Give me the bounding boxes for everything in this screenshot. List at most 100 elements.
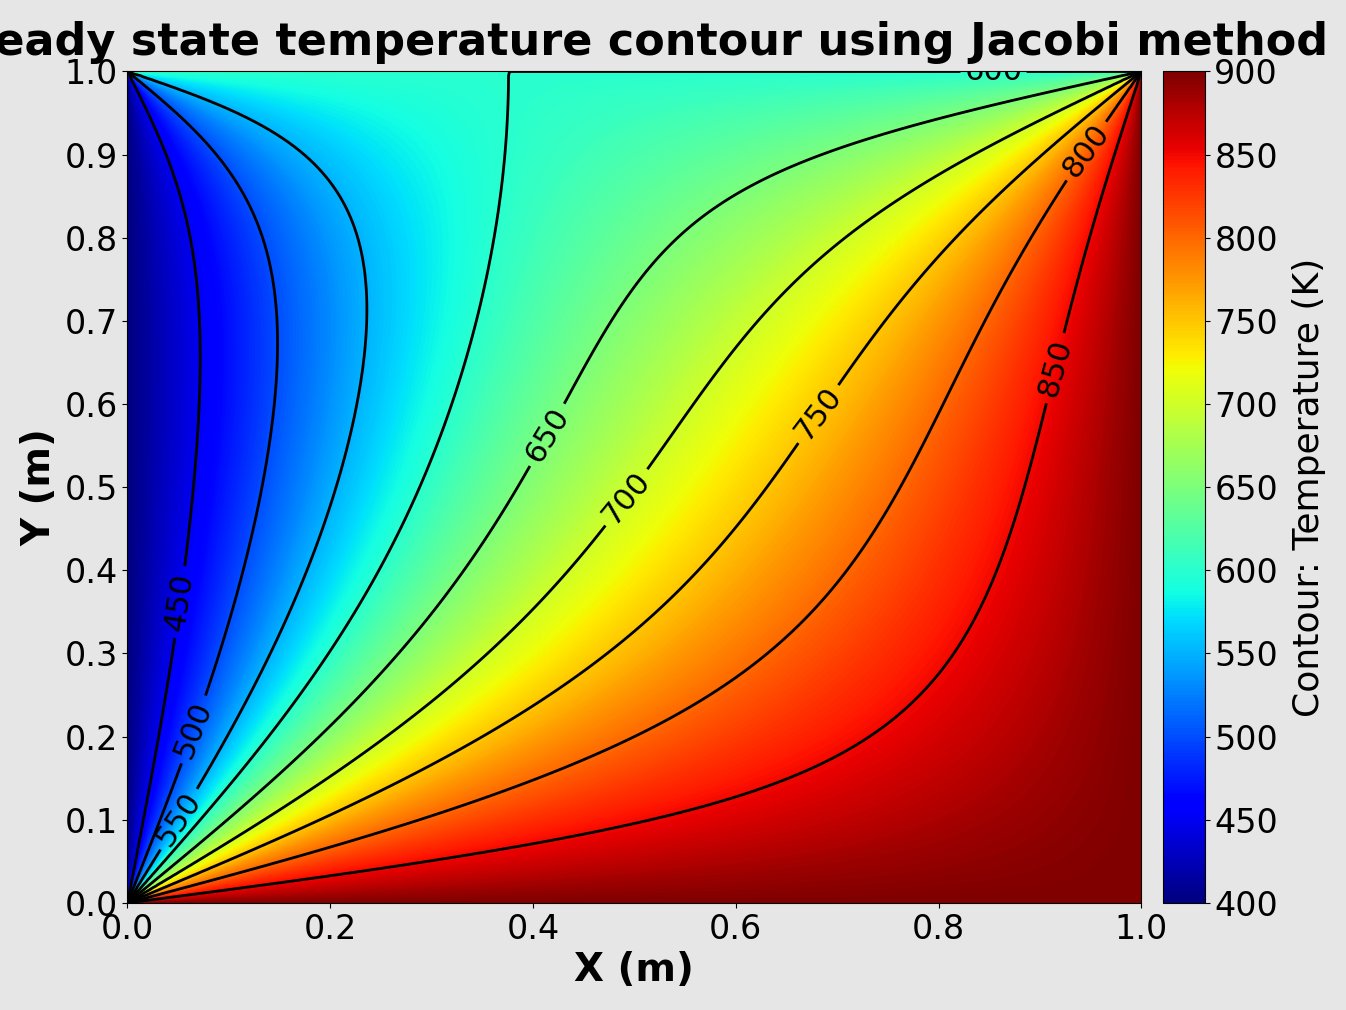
Point (117, 895, 139, 911)
Point (117, 895, 139, 911)
Point (117, 895, 139, 911)
Point (117, 895, 139, 911)
Point (117, 895, 139, 911)
Title: Steady state temperature contour using Jacobi method: Steady state temperature contour using J… (0, 21, 1329, 64)
Point (117, 895, 139, 911)
Point (117, 895, 139, 911)
Point (117, 895, 139, 911)
Point (117, 895, 139, 911)
Point (117, 895, 139, 911)
Point (117, 895, 139, 911)
Text: 600: 600 (965, 57, 1023, 86)
Point (117, 895, 139, 911)
Point (117, 895, 139, 911)
Point (117, 895, 139, 911)
Point (117, 895, 139, 911)
Point (117, 895, 139, 911)
Point (117, 895, 139, 911)
Point (117, 895, 139, 911)
Point (117, 895, 139, 911)
Point (117, 895, 139, 911)
Point (117, 895, 139, 911)
Point (117, 895, 139, 911)
Point (117, 895, 139, 911)
Point (117, 895, 139, 911)
Point (117, 895, 139, 911)
Point (117, 895, 139, 911)
Point (117, 895, 139, 911)
Point (117, 895, 139, 911)
Point (117, 895, 139, 911)
Point (117, 895, 139, 911)
Point (117, 895, 139, 911)
Point (117, 895, 139, 911)
Point (117, 895, 139, 911)
Point (117, 895, 139, 911)
Point (117, 895, 139, 911)
Point (117, 895, 139, 911)
Point (117, 895, 139, 911)
Point (117, 895, 139, 911)
Point (117, 895, 139, 911)
Point (117, 895, 139, 911)
Point (117, 895, 139, 911)
Text: 750: 750 (789, 382, 848, 446)
Point (117, 895, 139, 911)
Point (117, 895, 139, 911)
Point (117, 895, 139, 911)
Point (117, 895, 139, 911)
Point (117, 895, 139, 911)
Point (117, 895, 139, 911)
Point (117, 895, 139, 911)
Point (117, 895, 139, 911)
Point (117, 895, 139, 911)
Point (117, 895, 139, 911)
Point (117, 895, 139, 911)
Point (117, 895, 139, 911)
Point (117, 895, 139, 911)
Point (117, 895, 139, 911)
Point (117, 895, 139, 911)
Point (117, 895, 139, 911)
Text: 850: 850 (1034, 336, 1077, 400)
Point (117, 895, 139, 911)
Point (117, 895, 139, 911)
Point (117, 895, 139, 911)
Point (117, 895, 139, 911)
Point (117, 895, 139, 911)
Point (117, 895, 139, 911)
Point (117, 895, 139, 911)
Point (117, 895, 139, 911)
Point (117, 895, 139, 911)
Point (117, 895, 139, 911)
Point (117, 895, 139, 911)
Point (117, 895, 139, 911)
Point (117, 895, 139, 911)
Point (117, 895, 139, 911)
Point (117, 895, 139, 911)
Point (117, 895, 139, 911)
Point (117, 895, 139, 911)
Point (117, 895, 139, 911)
Point (117, 895, 139, 911)
Point (117, 895, 139, 911)
Point (117, 895, 139, 911)
Point (117, 895, 139, 911)
Point (117, 895, 139, 911)
Point (117, 895, 139, 911)
Point (117, 895, 139, 911)
Point (117, 895, 139, 911)
Point (117, 895, 139, 911)
Point (117, 895, 139, 911)
Point (117, 895, 139, 911)
Point (117, 895, 139, 911)
Point (117, 895, 139, 911)
Point (117, 895, 139, 911)
Point (117, 895, 139, 911)
Point (117, 895, 139, 911)
Point (117, 895, 139, 911)
Point (117, 895, 139, 911)
Point (117, 895, 139, 911)
Point (117, 895, 139, 911)
Point (117, 895, 139, 911)
